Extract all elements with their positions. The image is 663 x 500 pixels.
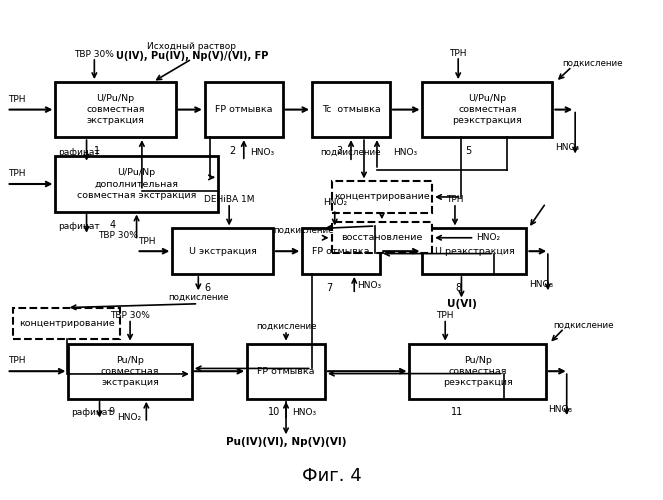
Bar (422, 228, 526, 274)
Text: DEHiBA 1М: DEHiBA 1М (204, 195, 255, 204)
Bar (68, 344, 192, 399)
Text: U(VI): U(VI) (446, 299, 477, 309)
Text: Pu/Np
совместная
реэкстракция: Pu/Np совместная реэкстракция (443, 356, 512, 387)
Text: восстановление: восстановление (341, 234, 422, 242)
Text: U/Pu/Np
дополнительная
совместная экстракция: U/Pu/Np дополнительная совместная экстра… (77, 168, 196, 200)
Bar (247, 344, 325, 399)
Text: U/Pu/Np
совместная
реэкстракция: U/Pu/Np совместная реэкстракция (453, 94, 522, 125)
Text: Фиг. 4: Фиг. 4 (302, 466, 361, 484)
Text: подкисление: подкисление (168, 292, 229, 302)
Text: 3: 3 (336, 146, 342, 156)
Text: концентрирование: концентрирование (334, 192, 430, 202)
Bar (56, 156, 217, 212)
Bar (56, 82, 176, 137)
Bar (302, 228, 381, 274)
Text: HNO₃: HNO₃ (357, 282, 382, 290)
Text: U(IV), Pu(IV), Np(V)/(VI), FP: U(IV), Pu(IV), Np(V)/(VI), FP (115, 50, 268, 60)
Text: подкисление: подкисление (256, 322, 316, 332)
Bar (422, 82, 552, 137)
Text: концентрирование: концентрирование (19, 318, 115, 328)
Text: U экстракция: U экстракция (189, 246, 257, 256)
Text: 5: 5 (465, 146, 471, 156)
Text: Исходный раствор: Исходный раствор (147, 42, 236, 50)
Bar (410, 344, 546, 399)
Text: 6: 6 (204, 282, 211, 292)
Text: HNO₂: HNO₂ (117, 414, 141, 422)
Text: рафинат: рафинат (72, 408, 113, 416)
Text: U/Pu/Np
совместная
экстракция: U/Pu/Np совместная экстракция (86, 94, 145, 125)
Text: HNO₃: HNO₃ (529, 280, 553, 289)
Text: 9: 9 (109, 408, 115, 418)
Text: ТВР 30%: ТВР 30% (74, 50, 114, 58)
Bar (312, 82, 390, 137)
Text: 10: 10 (269, 408, 280, 418)
Text: Pu(IV)(VI), Np(V)(VI): Pu(IV)(VI), Np(V)(VI) (226, 437, 346, 447)
Text: ТВР 30%: ТВР 30% (110, 312, 150, 320)
Text: ТРН: ТРН (436, 312, 454, 320)
Text: рафинат: рафинат (58, 148, 100, 157)
Text: подкисление: подкисление (554, 321, 614, 330)
Text: ТРН: ТРН (446, 195, 463, 204)
Text: 2: 2 (229, 146, 235, 156)
Text: FP отмывка: FP отмывка (312, 246, 370, 256)
Text: рафинат: рафинат (58, 222, 100, 230)
Text: Tc  отмывка: Tc отмывка (322, 105, 381, 114)
Bar (332, 222, 432, 254)
Text: HNO₂: HNO₂ (477, 234, 501, 242)
Text: 4: 4 (109, 220, 115, 230)
Text: подкисление: подкисление (562, 60, 623, 68)
Bar (172, 228, 273, 274)
Text: HNO₃: HNO₃ (292, 408, 317, 416)
Text: подкисление: подкисление (273, 226, 333, 235)
Text: FP отмывка: FP отмывка (215, 105, 272, 114)
Text: ТРН: ТРН (8, 169, 25, 178)
Text: HNO₃: HNO₃ (548, 405, 573, 414)
Text: ТВР 30%: ТВР 30% (97, 231, 137, 240)
Bar (205, 82, 282, 137)
Text: 11: 11 (451, 408, 463, 418)
Text: 1: 1 (94, 146, 101, 156)
Text: ТРН: ТРН (8, 356, 25, 365)
Text: Pu/Np
совместная
экстракция: Pu/Np совместная экстракция (101, 356, 159, 387)
Text: HNO₃: HNO₃ (393, 148, 417, 157)
Text: 7: 7 (326, 282, 333, 292)
Bar (332, 182, 432, 212)
Text: подкисление: подкисление (321, 148, 381, 157)
Text: HNO₂: HNO₂ (323, 198, 347, 207)
Text: HNO₃: HNO₃ (555, 144, 579, 152)
Bar (13, 308, 121, 339)
Text: ТРН: ТРН (450, 48, 467, 58)
Text: FP отмывка: FP отмывка (257, 366, 315, 376)
Text: 8: 8 (455, 282, 462, 292)
Text: ТРН: ТРН (8, 94, 25, 104)
Text: U реэкстракция: U реэкстракция (434, 246, 514, 256)
Text: ТРН: ТРН (139, 237, 156, 246)
Text: HNO₃: HNO₃ (251, 148, 274, 157)
